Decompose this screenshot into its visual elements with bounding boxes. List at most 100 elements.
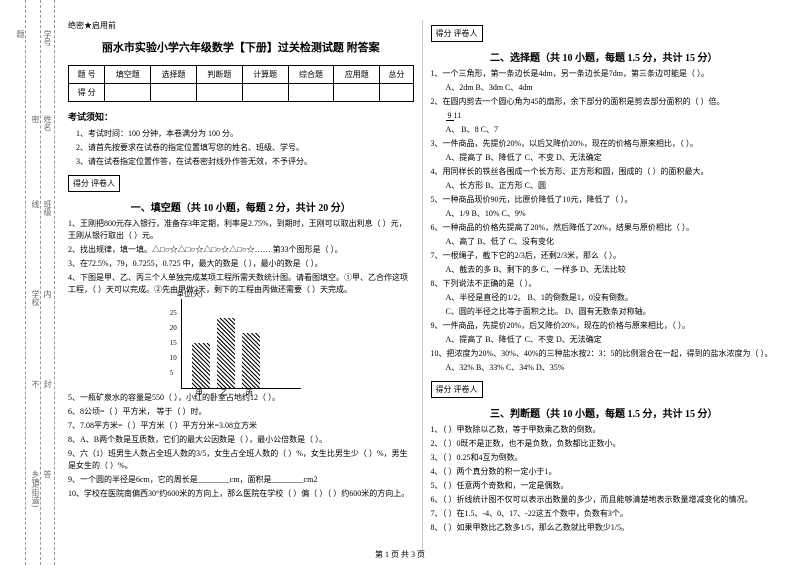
q3-3: 3、（ ）0.25和4互为倒数。 — [431, 452, 778, 464]
td-blank[interactable] — [105, 84, 151, 102]
bar-chart: 单位(天) 5 10 15 20 25 甲 乙 丙 — [181, 299, 301, 389]
frac-num: 9 — [446, 111, 454, 121]
xlabel: 丙 — [246, 388, 253, 398]
q2-10-opts: A、32% B、33% C、34% D、35% — [431, 362, 778, 374]
q3-7: 7、（ ）在1.5、-4、0、17、-22这五个数中，负数有3个。 — [431, 508, 778, 520]
bind-mark-da: 答 — [42, 470, 53, 478]
section-bar: 得分 评卷人 — [68, 175, 120, 192]
th-judge: 判断题 — [196, 66, 242, 84]
q1-5: 5、一瓶矿泉水的容量是550（ ），小红的卧室占地约12（ ）。 — [68, 392, 414, 404]
q2-7-opts: A、截去的多 B、剩下的多 C、一样多 D、无法比较 — [431, 264, 778, 276]
q2-1-opts: A、2dm B、3dm C、4dm — [431, 82, 778, 94]
bind-label-xuexiao: 学校 — [30, 290, 41, 306]
q2-9: 9、一件商品，先提价20%，后又降价20%，现在的价格与原来相比，（ ）。 — [431, 320, 778, 332]
q2-8: 8、下列说法不正确的是（ ）。 — [431, 278, 778, 290]
q1-2: 2、找出规律，填一填。△□○☆△□○☆△□○☆△□○☆…… 第33个图形是（ ）… — [68, 244, 414, 256]
bind-mark-bu: 不 — [30, 380, 41, 388]
bind-label-xingming: 姓名 — [42, 115, 53, 131]
secret-label: 绝密★启用前 — [68, 20, 414, 31]
q1-7: 7、7.08平方米=（ ）平方米（ ）平方分米=3.08立方米 — [68, 420, 414, 432]
q2-7: 7、一根绳子，截下它的2/3后，还剩2/3米，那么（ ）。 — [431, 250, 778, 262]
q2-3-opts: A、提高了 B、降低了 C、不变 D、无法确定 — [431, 152, 778, 164]
xlabel: 甲 — [196, 388, 203, 398]
q1-10: 9、一个圆的半径是6cm，它的周长是________cm，面积是________… — [68, 474, 414, 486]
q2-2: 2、在圆内剪去一个圆心角为45的扇形，余下部分的面积是剪去部分面积的（ ）倍。 — [431, 96, 778, 108]
bind-label-banji: 班级 — [42, 200, 53, 216]
bind-mark-mi: 密 — [30, 115, 41, 123]
q2-2-frac: 911 — [431, 110, 778, 122]
q2-2-opts: A、 B、8 C、7 — [431, 124, 778, 136]
th-app: 应用题 — [334, 66, 380, 84]
section-bar: 得分 评卷人 — [431, 381, 483, 398]
q2-6-opts: A、高了 B、低了 C、没有变化 — [431, 236, 778, 248]
q2-4-opts: A、长方形 B、正方形 C、圆 — [431, 180, 778, 192]
th-choice: 选择题 — [151, 66, 197, 84]
q1-4: 4、下图是甲、乙、丙三个人单独完成某项工程所需天数统计图。请看图填空。①甲、乙合… — [68, 272, 414, 296]
q3-1: 1、（ ）甲数除以乙数，等于甲数乘乙数的倒数。 — [431, 424, 778, 436]
page-footer: 第 1 页 共 3 页 — [375, 549, 425, 560]
frac-den: 11 — [454, 111, 462, 120]
ytick: 20 — [170, 324, 177, 332]
q1-11: 10、学校在医院南偏西30°约600米的方向上，那么医院在学校（ ）偏（ ）（ … — [68, 488, 414, 500]
q2-8-optsa: A、半径是直径的1/2。 B、1的倒数是1，0没有倒数。 — [431, 292, 778, 304]
bar-yi — [217, 318, 235, 388]
td-blank[interactable] — [151, 84, 197, 102]
bind-label-xuehao: 学号 — [42, 30, 53, 46]
notice-title: 考试须知： — [68, 110, 414, 123]
q2-8-optsb: C、圆的半径之比等于面积之比。 D、圆有无数条对称轴。 — [431, 306, 778, 318]
q2-6: 6、一种商品的价格先提高了20%，然后降低了20%，结果与原价相比（ ）。 — [431, 222, 778, 234]
notice-item: 1、考试时间：100 分钟，本卷满分为 100 分。 — [68, 128, 414, 139]
q1-1: 1、王刚把800元存入银行，准备存3年定期，利率是2.75%，到期时，王刚可以取… — [68, 218, 414, 242]
td-blank[interactable] — [380, 84, 413, 102]
score-table: 题 号 填空题 选择题 判断题 计算题 综合题 应用题 总分 得 分 — [68, 65, 414, 102]
th-num: 题 号 — [69, 66, 105, 84]
q3-2: 2、（ ）0既不是正数，也不是负数，负数都比正数小。 — [431, 438, 778, 450]
q1-3: 3、在72.5%，79，0.7255，0.725 中，最大的数是（ ），最小的数… — [68, 258, 414, 270]
section3-title: 三、判断题（共 10 小题，每题 1.5 分，共计 15 分） — [431, 405, 778, 420]
exam-title: 丽水市实验小学六年级数学【下册】过关检测试题 附答案 — [68, 39, 414, 55]
q1-9: 9、六（1）班男生人数占全班人数的3/5，女生占全班人数的（ ）%，女生比男生少… — [68, 448, 414, 472]
q1-8: 8、A、B两个数是互质数，它们的最大公因数是（ ），最小公倍数是（ ）。 — [68, 434, 414, 446]
section-bar: 得分 评卷人 — [431, 25, 483, 42]
q2-10: 10、把浓度为20%、30%、40%的三种盐水按2：3：5的比例混合在一起，得到… — [431, 348, 778, 360]
ytick: 10 — [170, 354, 177, 362]
q3-5: 5、（ ）任意两个奇数和，一定是偶数。 — [431, 480, 778, 492]
q1-6: 6、8公顷=（ ）平方米， 等于（ ）时。 — [68, 406, 414, 418]
q2-3: 3、一件商品，先提价20%，以后又降价20%，现在的价格与原来相比，（ ）。 — [431, 138, 778, 150]
td-blank[interactable] — [196, 84, 242, 102]
q3-4: 4、（ ）两个真分数的积一定小于1。 — [431, 466, 778, 478]
td-score: 得 分 — [69, 84, 105, 102]
bind-mark-xian: 封 — [42, 380, 53, 388]
q2-1: 1、一个三角形，第一条边长是4dm，另一条边长是7dm，第三条边可能是（ ）。 — [431, 68, 778, 80]
th-fill: 填空题 — [105, 66, 151, 84]
dashed-line-2 — [25, 0, 26, 565]
bind-mark-nei: 内 — [42, 290, 53, 298]
q3-6: 6、（ ）折线统计图不仅可以表示出数量的多少，而且能够清楚地表示数量增减变化的情… — [431, 494, 778, 506]
bar-bing — [242, 333, 260, 388]
fraction: 911 — [446, 110, 462, 122]
bind-mark-ti: 题 — [15, 30, 26, 38]
bar-jia — [192, 343, 210, 388]
chart-ylabel: 单位(天) — [177, 289, 203, 299]
table-row: 得 分 — [69, 84, 414, 102]
notice-item: 2、请首先按要求在试卷的指定位置填写您的姓名、班级、学号。 — [68, 142, 414, 153]
section1-title: 一、填空题（共 10 小题，每题 2 分，共计 20 分） — [68, 199, 414, 214]
right-column: 得分 评卷人 二、选择题（共 10 小题，每题 1.5 分，共计 15 分） 1… — [423, 20, 786, 555]
bind-mark-feng: 线 — [30, 200, 41, 208]
q2-4: 4、用同样长的铁丝各围成一个长方形、正方形和圆，围成的（ ）的面积最大。 — [431, 166, 778, 178]
q3-8: 8、（ ）如果甲数比乙数多1/5，那么乙数就比甲数少1/5。 — [431, 522, 778, 534]
th-comp: 综合题 — [288, 66, 334, 84]
table-row: 题 号 填空题 选择题 判断题 计算题 综合题 应用题 总分 — [69, 66, 414, 84]
ytick: 15 — [170, 339, 177, 347]
notice-item: 3、请在试卷指定位置作答，在试卷密封线外作答无效，不予评分。 — [68, 156, 414, 167]
ytick: 5 — [170, 369, 174, 377]
left-column: 绝密★启用前 丽水市实验小学六年级数学【下册】过关检测试题 附答案 题 号 填空… — [60, 20, 423, 555]
q2-5: 5、一种商品现价90元，比原价降低了10元，降低了（ ）。 — [431, 194, 778, 206]
binding-area: 学号 姓名 班级 学校 乡镇(街道) 题 密 线 内 封 不 答 — [0, 0, 55, 565]
th-total: 总分 — [380, 66, 413, 84]
ytick: 25 — [170, 309, 177, 317]
td-blank[interactable] — [334, 84, 380, 102]
td-blank[interactable] — [288, 84, 334, 102]
td-blank[interactable] — [242, 84, 288, 102]
section2-title: 二、选择题（共 10 小题，每题 1.5 分，共计 15 分） — [431, 49, 778, 64]
